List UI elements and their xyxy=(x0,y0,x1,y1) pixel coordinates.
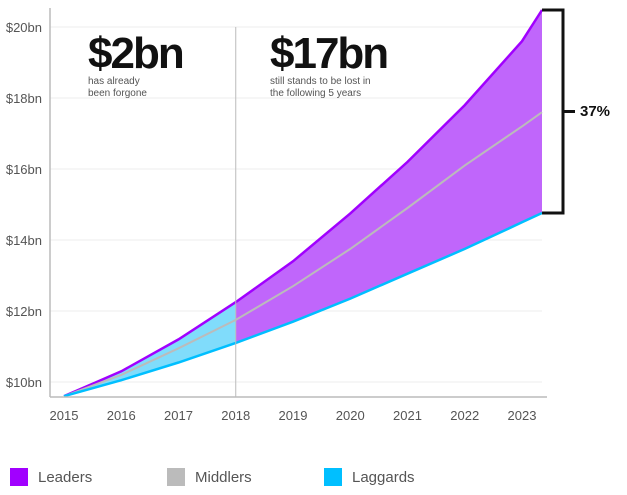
x-tick-label: 2015 xyxy=(50,408,79,423)
past-text-1: has already xyxy=(88,76,140,87)
y-tick-label: $18bn xyxy=(6,91,42,106)
x-tick-label: 2018 xyxy=(221,408,250,423)
gap-label: 37% xyxy=(580,103,610,120)
legend-laggards: Laggards xyxy=(324,468,415,486)
x-tick-label: 2020 xyxy=(336,408,365,423)
future-text-1: still stands to be lost in xyxy=(270,76,371,87)
legend-label: Leaders xyxy=(38,468,93,486)
x-tick-label: 2023 xyxy=(508,408,537,423)
y-tick-label: $16bn xyxy=(6,162,42,177)
x-tick-label: 2017 xyxy=(164,408,193,423)
x-tick-label: 2021 xyxy=(393,408,422,423)
legend-label: Laggards xyxy=(352,468,415,486)
y-tick-label: $12bn xyxy=(6,304,42,319)
future-gap-area xyxy=(235,10,543,343)
leaders-swatch xyxy=(10,468,28,486)
legend-leaders: Leaders xyxy=(10,468,92,486)
laggards-line xyxy=(63,211,543,398)
past-value: $2bn xyxy=(88,29,183,78)
y-tick-label: $14bn xyxy=(6,233,42,248)
middlers-line xyxy=(63,111,543,398)
y-tick-label: $20bn xyxy=(6,20,42,35)
future-value: $17bn xyxy=(270,29,387,78)
middlers-swatch xyxy=(167,468,185,486)
x-tick-label: 2016 xyxy=(107,408,136,423)
legend-label: Middlers xyxy=(195,468,252,486)
past-text-2: been forgone xyxy=(88,88,147,99)
past-gap-area xyxy=(64,302,236,397)
leaders-line xyxy=(63,9,544,398)
x-tick-label: 2019 xyxy=(279,408,308,423)
gap-bracket xyxy=(542,8,575,215)
future-text-2: the following 5 years xyxy=(270,88,361,99)
legend-middlers: Middlers xyxy=(167,468,252,486)
x-tick-label: 2022 xyxy=(450,408,479,423)
y-tick-label: $10bn xyxy=(6,375,42,390)
laggards-swatch xyxy=(324,468,342,486)
